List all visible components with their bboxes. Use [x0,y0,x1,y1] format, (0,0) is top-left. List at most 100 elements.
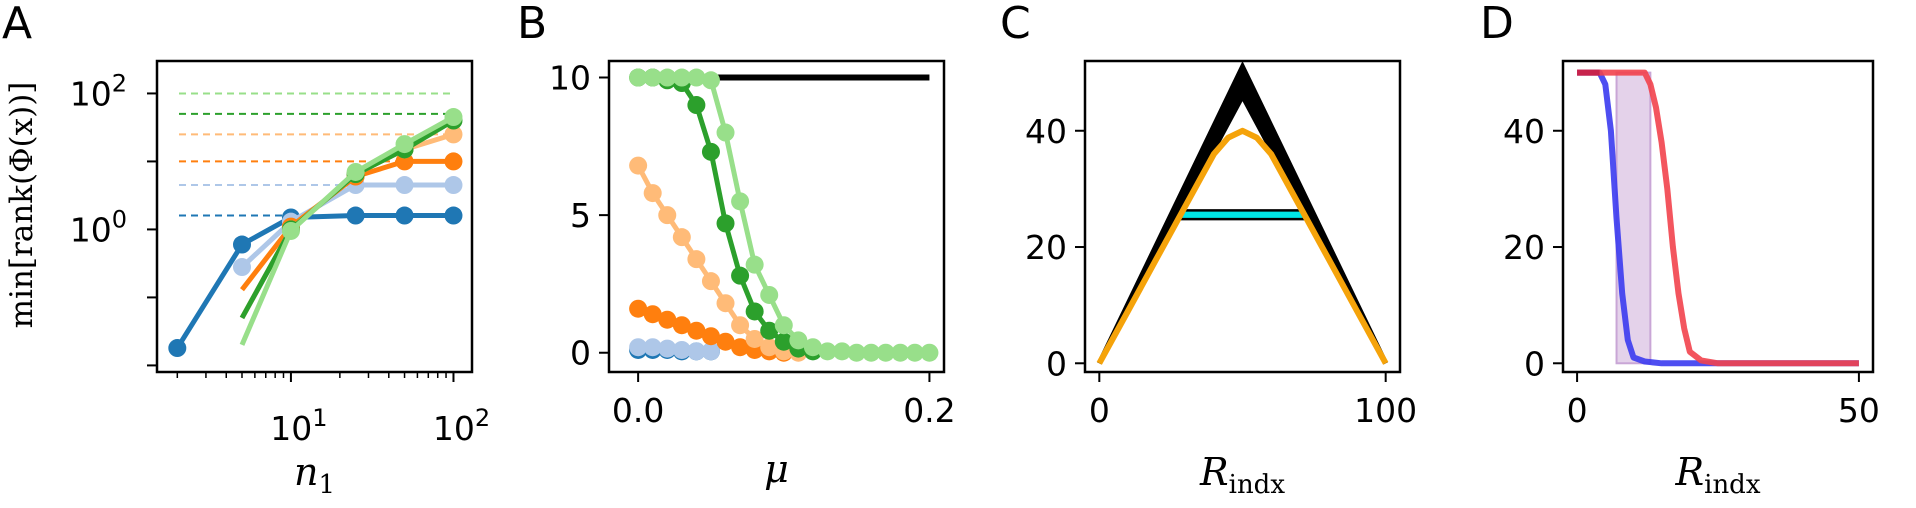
panel-b-point-1-4 [687,342,706,361]
panel-a-point-2-4 [444,152,463,171]
panel-c-frame [1083,59,1402,374]
panel-b-point-3-9 [760,338,779,357]
panel-a-xtick-label-0-exp: 1 [312,404,327,432]
panel-b-point-5-8 [745,255,764,274]
panel-b-point-5-12 [803,338,822,357]
panel-a-plot [168,92,463,358]
panel-b-point-4-7 [731,266,750,285]
panel-b-point-3-3 [672,228,691,247]
panel-b-point-3-6 [716,294,735,313]
panel-a-xlabel-sub: 1 [318,470,335,500]
panel-d: 0 20 40 0 50 Rindx [1503,59,1880,500]
panel-d-series-line-1 [1577,69,1859,367]
panel-b-point-3-7 [731,316,750,335]
panel-a-xlabel-main: n [294,450,318,494]
panel-b-point-3-0 [629,156,648,175]
panel-b: 0 5 10 0.0 0.2 μ [549,59,956,491]
panel-b-point-2-4 [687,321,706,340]
panel-b-point-1-1 [643,338,662,357]
panel-b-point-5-1 [643,68,662,87]
panel-b-point-3-1 [643,184,662,203]
panel-b-point-5-5 [701,71,720,90]
panel-b-point-1-2 [658,339,677,358]
panel-b-point-1-3 [672,340,691,359]
panel-c-black-lower-line [1097,90,1388,365]
panel-c-xlabel: Rindx [1199,450,1285,500]
panel-d-frame [1561,59,1875,374]
panel-a-ytick-label-1-exp: 2 [112,69,127,97]
panel-b-point-2-2 [658,310,677,329]
panel-b-point-5-11 [789,331,808,350]
panel-letter-d: D [1480,0,1514,49]
panel-b-point-4-5 [701,142,720,161]
panel-d-xtick-label-1: 50 [1838,391,1880,430]
panel-b-point-2-1 [643,305,662,324]
panel-a-ylabel: min[rank(Φ(x))] [4,82,40,329]
panel-d-xlabel: Rindx [1675,450,1761,500]
panel-b-point-5-9 [760,285,779,304]
panel-b-point-5-10 [774,316,793,335]
panel-a-point-1-4 [444,176,463,195]
panel-b-point-5-16 [862,343,881,362]
panel-letter-a: A [2,0,32,49]
panel-a-point-3-4 [444,125,463,144]
panel-d-ytick-label-1: 20 [1503,228,1545,267]
panel-b-point-5-19 [905,343,924,362]
panel-a-ytick-label-0-exp: 0 [112,205,127,233]
panel-b-point-2-6 [716,332,735,351]
panel-b-frame [607,59,946,374]
panel-c-xlabel-main: R [1199,450,1229,494]
panel-c-xlabel-sub: indx [1229,470,1286,500]
panel-a-point-0-4 [395,206,414,225]
panel-a-point-5-1 [281,221,300,240]
panel-a-ytick-label-1: 102 [70,69,127,113]
panel-b-xlabel: μ [764,447,789,491]
panel-b-point-4-4 [687,96,706,115]
panel-b-point-5-13 [818,342,837,361]
panel-a-xtick-label-0-base: 10 [270,409,312,448]
panel-b-point-4-10 [774,332,793,351]
panel-a-xtick-label-1: 102 [433,404,490,448]
panel-d-series-line-0 [1577,69,1859,367]
panel-b-point-5-4 [687,68,706,87]
panel-a-frame [155,59,474,374]
panel-b-xtick-label-1: 0.2 [903,391,955,430]
panel-letter-b: B [517,0,547,49]
panel-a-series-line-5 [239,114,455,346]
panel-a-point-5-3 [395,135,414,154]
panel-a-series-line-0 [175,213,454,350]
panel-b-xtick-label-0: 0.0 [612,391,664,430]
panel-a-point-5-2 [346,162,365,181]
panel-b-point-3-8 [745,329,764,348]
panel-c-xtick-label-0: 0 [1089,391,1110,430]
panel-a-point-0-0 [168,339,187,358]
panel-a-ytick-label-0: 100 [70,205,127,249]
panel-a-xtick-label-1-base: 10 [433,409,475,448]
panel-b-point-5-0 [629,68,648,87]
panel-b-point-5-15 [847,343,866,362]
panel-b-point-5-6 [716,123,735,142]
panel-a-ytick-label-1-base: 10 [70,74,112,113]
panel-a-point-0-1 [232,235,251,254]
panel-letter-c: C [1000,0,1031,49]
panel-d-shaded-band [1615,71,1652,365]
panel-a-ytick-label-0-base: 10 [70,210,112,249]
panel-b-point-1-0 [629,338,648,357]
panel-c-cyan-band [1178,209,1307,221]
panel-b-point-4-8 [745,302,764,321]
panel-b-point-5-14 [833,342,852,361]
panel-b-point-4-6 [716,214,735,233]
panel-c-orange-line [1096,127,1389,365]
panel-a-xtick-label-0: 101 [270,404,327,448]
panel-b-ytick-label-0: 0 [570,334,591,373]
panel-b-point-2-3 [672,316,691,335]
panel-b-point-5-7 [731,192,750,211]
panel-b-point-5-20 [920,343,939,362]
panel-a-point-0-5 [444,206,463,225]
panel-d-xlabel-sub: indx [1704,470,1761,500]
panel-b-point-3-4 [687,250,706,269]
panel-b-point-1-5 [701,342,720,361]
panel-b-series-line-5 [638,75,930,356]
